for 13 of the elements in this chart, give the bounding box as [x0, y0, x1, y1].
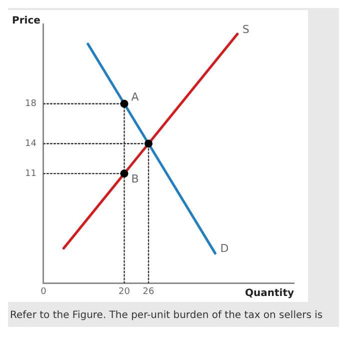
- y-tick-label: 11: [25, 168, 36, 179]
- x-tick-label: 20: [118, 286, 130, 297]
- text: Refer to the Figure. The per-unit burden of the tax on sellers is: [9, 310, 324, 321]
- annotation: B: [131, 172, 139, 186]
- annotation: A: [131, 90, 140, 104]
- y-tick-label: 18: [25, 99, 37, 110]
- x-tick-label: 0: [40, 286, 47, 297]
- x-tick-label: 26: [142, 286, 155, 297]
- y-axis-title: Price: [12, 16, 41, 27]
- series-label: S: [242, 22, 250, 36]
- x-axis-title: Quantity: [245, 288, 294, 299]
- y-tick-label: 14: [25, 138, 37, 149]
- series-label: D: [220, 242, 229, 256]
